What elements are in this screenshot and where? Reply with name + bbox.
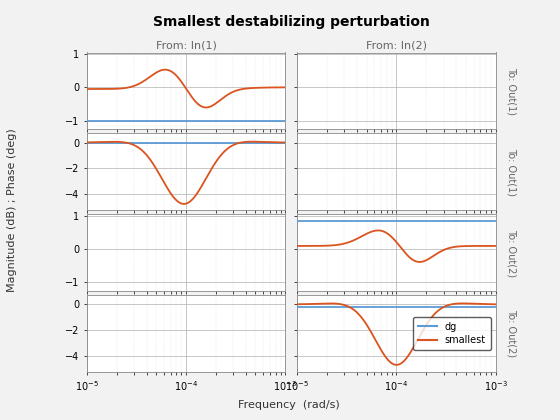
Text: Frequency  (rad/s): Frequency (rad/s) <box>237 399 339 409</box>
Text: Smallest destabilizing perturbation: Smallest destabilizing perturbation <box>153 15 430 29</box>
Legend: dg, smallest: dg, smallest <box>413 317 491 350</box>
Y-axis label: To: Out(1): To: Out(1) <box>507 147 517 196</box>
Title: From: In(1): From: In(1) <box>156 40 217 50</box>
Y-axis label: To: Out(2): To: Out(2) <box>507 310 517 357</box>
Y-axis label: To: Out(2): To: Out(2) <box>507 228 517 277</box>
Text: Magnitude (dB) ; Phase (deg): Magnitude (dB) ; Phase (deg) <box>7 128 17 292</box>
Title: From: In(2): From: In(2) <box>366 40 427 50</box>
Y-axis label: To: Out(1): To: Out(1) <box>507 67 517 115</box>
